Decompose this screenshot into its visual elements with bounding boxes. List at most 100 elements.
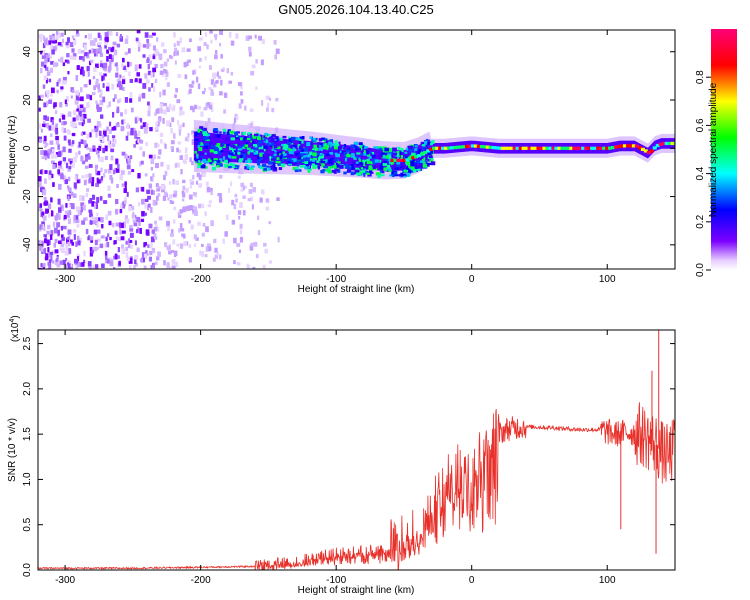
ridge-cell	[290, 136, 296, 141]
ridge-cell	[325, 168, 329, 172]
noise-cell	[102, 137, 105, 143]
noise-cell	[181, 198, 185, 202]
x-tick-label: -100	[326, 575, 346, 586]
noise-cell	[205, 226, 209, 233]
ridge-cell	[390, 155, 394, 160]
noise-cell	[128, 264, 132, 269]
ridge-cell	[392, 147, 397, 152]
ridge-cell	[194, 150, 197, 154]
ridge-cell	[276, 138, 279, 142]
noise-cell	[86, 102, 90, 109]
noise-cell	[94, 217, 98, 222]
ridge-cell	[351, 155, 356, 158]
ridge-cell	[337, 169, 341, 173]
noise-cell	[102, 96, 106, 103]
noise-cell	[64, 179, 69, 185]
ridge-cell	[304, 150, 309, 154]
ridge-cell	[239, 158, 244, 161]
noise-cell	[88, 49, 92, 54]
noise-cell	[89, 95, 93, 101]
noise-cell	[46, 93, 50, 98]
ridge-cell	[423, 144, 428, 147]
ridge-cell	[358, 159, 362, 162]
noise-cell	[124, 215, 128, 222]
noise-cell	[107, 139, 111, 144]
noise-cell	[52, 182, 55, 187]
noise-cell	[115, 123, 120, 128]
ridge-cell	[248, 149, 252, 153]
ridge-cell	[353, 172, 356, 175]
noise-cell	[118, 98, 122, 103]
x-tick-label: -300	[55, 274, 75, 285]
ridge-cell	[229, 162, 232, 166]
ridge-core-cell	[488, 145, 493, 149]
noise-cell	[78, 56, 83, 60]
noise-cell	[74, 258, 79, 264]
noise-cell	[214, 50, 218, 55]
noise-cell	[140, 160, 144, 165]
ridge-cell	[385, 153, 388, 157]
ridge-core-cell	[628, 144, 633, 148]
ridge-cell	[351, 165, 354, 170]
noise-cell	[186, 205, 191, 211]
noise-cell	[55, 135, 59, 141]
ridge-cell	[209, 145, 212, 149]
ridge-cell	[210, 144, 214, 149]
noise-cell	[95, 150, 99, 155]
noise-cell	[67, 260, 71, 264]
noise-cell	[175, 88, 178, 93]
ridge-core-cell	[631, 144, 636, 148]
noise-cell	[109, 60, 112, 67]
noise-cell	[148, 87, 151, 92]
noise-cell	[98, 106, 102, 112]
noise-cell	[115, 32, 119, 37]
noise-cell	[50, 230, 54, 236]
noise-cell	[191, 160, 194, 166]
ridge-cell	[194, 138, 200, 141]
ridge-cell	[381, 170, 385, 174]
y-tick-label: -20	[22, 189, 33, 204]
noise-cell	[43, 150, 48, 156]
ridge-cell	[343, 146, 346, 150]
noise-cell	[166, 221, 170, 227]
ridge-core-cell	[649, 149, 654, 153]
noise-cell	[44, 155, 47, 161]
noise-cell	[197, 83, 201, 90]
noise-cell	[180, 228, 185, 232]
noise-cell	[95, 100, 98, 104]
ridge-cell	[280, 163, 286, 167]
noise-cell	[200, 111, 204, 117]
noise-cell	[156, 195, 159, 201]
noise-cell	[83, 259, 86, 264]
noise-cell	[108, 220, 112, 226]
noise-cell	[100, 217, 104, 223]
noise-cell	[66, 96, 69, 102]
ridge-core-cell	[548, 146, 553, 150]
ridge-cell	[305, 165, 310, 168]
noise-cell	[97, 88, 102, 93]
noise-cell	[189, 105, 194, 111]
noise-cell	[95, 202, 98, 209]
ridge-cell	[363, 162, 366, 167]
noise-cell	[115, 255, 120, 259]
noise-cell	[194, 206, 198, 213]
noise-cell	[50, 197, 53, 203]
noise-cell	[119, 230, 123, 235]
ridge-cell	[230, 162, 234, 167]
noise-cell	[83, 84, 88, 88]
ridge-cell	[203, 136, 208, 141]
noise-cell	[142, 54, 146, 58]
ridge-cell	[219, 131, 222, 134]
noise-cell	[67, 187, 72, 192]
snr-series	[38, 330, 675, 570]
ridge-cell	[224, 151, 230, 154]
ridge-core-cell	[640, 147, 645, 151]
noise-cell	[181, 47, 186, 53]
ridge-cell	[273, 144, 278, 149]
y-tick-label: 0.5	[22, 517, 33, 531]
ridge-core-cell	[652, 146, 657, 150]
noise-cell	[42, 212, 45, 218]
noise-cell	[167, 227, 170, 231]
noise-cell	[128, 238, 131, 244]
noise-cell	[157, 155, 161, 159]
